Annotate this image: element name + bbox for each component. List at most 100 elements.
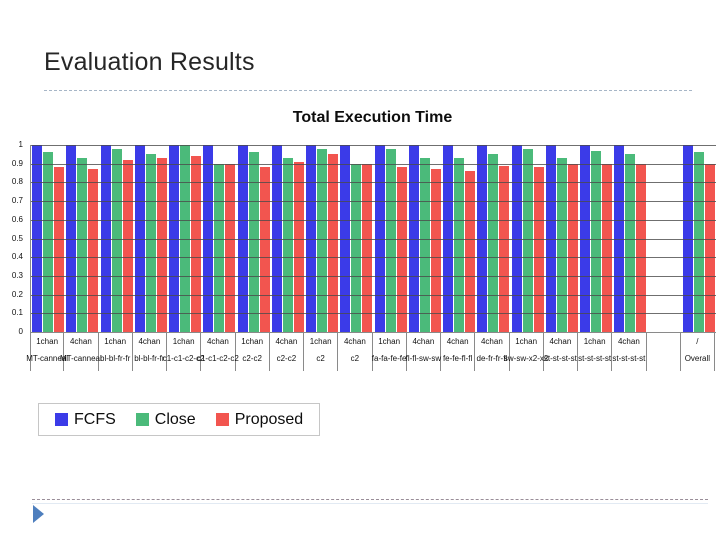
x-axis-cell: 4chan de-fr-fr-fl <box>475 333 510 371</box>
bar-close <box>145 154 156 332</box>
bar-fcfs <box>134 145 145 332</box>
bar-fcfs <box>169 145 179 332</box>
legend-label: Proposed <box>234 410 304 428</box>
bar-close <box>454 158 464 332</box>
bar-proposed <box>465 171 475 332</box>
x-tick-label-channel: 4chan <box>275 337 298 346</box>
bar-close <box>351 164 362 332</box>
x-axis-cell: 4chan st-st-st-st <box>612 333 647 371</box>
legend-item-close: Close <box>135 411 196 429</box>
x-tick-label-workload: st-st-st-st <box>543 354 577 363</box>
gridline <box>31 313 716 314</box>
x-axis-cell: 1chan fa-fa-fe-fe <box>372 333 407 371</box>
x-axis-cell: 4chan MT-canneal <box>60 333 102 371</box>
x-axis-cell <box>647 333 681 371</box>
x-axis-cell: 1chan st-st-st-st <box>578 333 613 371</box>
x-axis-cell: / Overall <box>681 333 715 371</box>
y-tick-label: 0.3 <box>11 271 23 280</box>
x-axis-cell: 4chan fl-fl-sw-sw <box>405 333 442 371</box>
bar-proposed <box>191 156 201 332</box>
bar-close <box>111 149 122 332</box>
x-axis-cell: 1chan sw-sw-x2-x2 <box>504 333 548 371</box>
x-tick-label-workload: c2 <box>316 354 325 363</box>
x-tick-label-channel: 4chan <box>138 337 161 346</box>
y-tick-label: 1 <box>18 140 23 149</box>
bar-close <box>591 151 601 332</box>
bar-fcfs <box>271 145 282 332</box>
y-tick-label: 0.4 <box>11 252 23 261</box>
x-tick-label-workload: bl-bl-fr-fr <box>134 354 165 363</box>
x-tick-label-workload: Overall <box>684 354 711 363</box>
bar-close <box>556 158 567 332</box>
bar-proposed <box>362 164 373 332</box>
x-axis-cell: 1chan bl-bl-fr-fr <box>99 333 133 371</box>
bar-fcfs <box>682 145 693 332</box>
gridline <box>31 295 716 296</box>
legend-item-fcfs: FCFS <box>55 411 116 429</box>
bar-fcfs <box>203 145 214 332</box>
y-axis: 1 0.9 0.8 0.7 0.6 0.5 0.4 0.3 0.2 0.1 0 <box>0 140 26 336</box>
x-tick-label-workload: c2-c2 <box>276 354 297 363</box>
slide-title: Evaluation Results <box>44 48 255 76</box>
x-tick-label-channel: 4chan <box>343 337 366 346</box>
x-tick-label-channel: 1chan <box>172 337 195 346</box>
x-tick-label-workload: MT-canneal <box>26 354 69 363</box>
bar-proposed <box>328 154 338 332</box>
bar-proposed <box>499 166 510 332</box>
legend-item-proposed: Proposed <box>215 410 304 429</box>
gridline <box>31 220 716 221</box>
x-tick-label-workload: bl-bl-fr-fr <box>100 354 131 363</box>
bar-proposed <box>54 167 64 332</box>
bar-fcfs <box>443 145 453 332</box>
proposed-swatch-icon <box>215 413 229 426</box>
gridline <box>31 239 716 240</box>
x-tick-label-channel: 1chan <box>378 337 401 346</box>
y-tick-label: 0.7 <box>11 196 23 205</box>
x-tick-label-channel: / <box>696 337 699 346</box>
x-tick-label-channel: 1chan <box>309 337 332 346</box>
bar-proposed <box>602 164 612 332</box>
x-tick-label-channel: 4chan <box>617 337 640 346</box>
x-tick-label-workload: c1-c1-c2-c2 <box>196 354 239 363</box>
x-axis-cell: 4chan fe-fe-fl-fl <box>441 333 476 371</box>
x-axis-cell: 4chan c2 <box>338 333 373 371</box>
gridline <box>31 276 716 277</box>
gridline <box>31 201 716 202</box>
gridline <box>31 182 716 183</box>
bar-proposed <box>533 167 544 332</box>
bar-proposed <box>567 164 578 332</box>
x-tick-label-workload: st-st-st-st <box>612 354 646 363</box>
y-tick-label: 0.2 <box>11 290 23 299</box>
bar-proposed <box>430 169 441 332</box>
x-tick-label-workload: fl-fl-sw-sw <box>405 354 442 363</box>
x-tick-label-channel: 4chan <box>480 337 503 346</box>
x-tick-label-workload: fe-fe-fl-fl <box>442 354 473 363</box>
chart-title: Total Execution Time <box>292 109 453 126</box>
bar-close <box>214 164 225 332</box>
x-tick-label-channel: 1chan <box>104 337 127 346</box>
y-tick-label: 0 <box>18 327 23 336</box>
bar-fcfs <box>511 145 522 332</box>
x-tick-label-channel: 4chan <box>446 337 469 346</box>
bar-proposed <box>122 160 133 332</box>
bar-proposed <box>259 167 270 332</box>
x-tick-label-workload <box>647 350 680 367</box>
bar-fcfs <box>614 145 625 332</box>
y-tick-label: 0.8 <box>11 177 23 186</box>
footer-divider-line <box>32 499 708 500</box>
x-tick-label-channel: 4chan <box>412 337 435 346</box>
bar-close <box>77 158 88 332</box>
bar-proposed <box>88 169 99 332</box>
bar-fcfs <box>100 145 111 332</box>
x-tick-label-channel: 4chan <box>69 337 92 346</box>
bar-close <box>488 154 499 332</box>
x-axis: 1chan MT-canneal 4chan MT-canneal 1chan bl-bl… <box>26 333 716 373</box>
x-axis-cell: 1chan MT-canneal <box>26 333 69 371</box>
footer-divider-shadow <box>32 503 708 504</box>
bar-proposed <box>636 164 647 332</box>
x-axis-cell: 1chan c1-c1-c2-c2 <box>163 333 205 371</box>
x-axis-cell: 1chan c2-c2 <box>236 333 270 371</box>
x-tick-label-channel: 1chan <box>241 337 264 346</box>
title-divider-line <box>44 90 692 91</box>
x-tick-label-channel: 4chan <box>549 337 572 346</box>
